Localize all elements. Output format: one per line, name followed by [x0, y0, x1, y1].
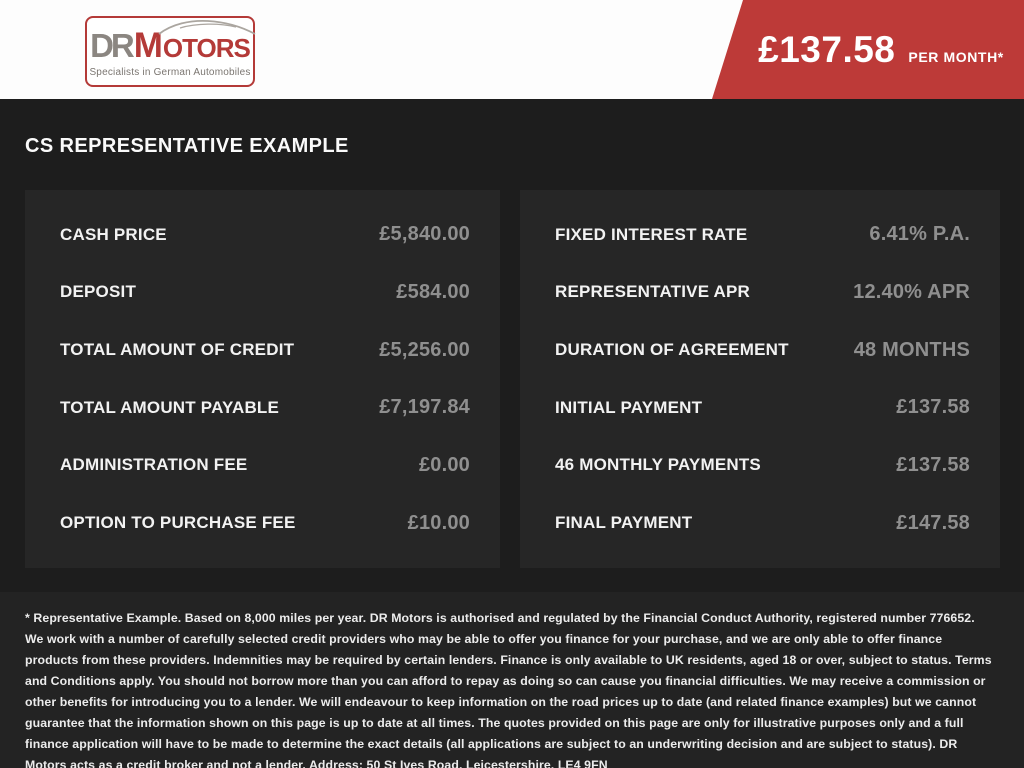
footer-section: * Representative Example. Based on 8,000… [0, 592, 1024, 768]
finance-value: £5,840.00 [379, 223, 470, 246]
logo-tagline: Specialists in German Automobiles [89, 67, 251, 78]
finance-value: £137.58 [896, 453, 970, 476]
monthly-price-amount: £137.58 [758, 28, 896, 70]
monthly-price-period: PER MONTH* [908, 48, 1004, 65]
logo-text-otors: OTORS [162, 33, 251, 63]
finance-row: FINAL PAYMENT £147.58 [555, 512, 970, 535]
finance-label: DEPOSIT [60, 282, 137, 302]
finance-value: £5,256.00 [379, 338, 470, 361]
finance-value: £10.00 [407, 511, 470, 534]
finance-label: FIXED INTEREST RATE [555, 224, 748, 244]
finance-row: OPTION TO PURCHASE FEE £10.00 [60, 512, 470, 535]
finance-value: £584.00 [396, 280, 470, 303]
finance-row: FIXED INTEREST RATE 6.41% P.A. [555, 223, 970, 246]
finance-value: £7,197.84 [379, 396, 470, 419]
price-banner-content: £137.58 PER MONTH* [732, 29, 1004, 71]
price-banner: £137.58 PER MONTH* [712, 0, 1024, 99]
finance-panel-left: CASH PRICE £5,840.00 DEPOSIT £584.00 TOT… [25, 190, 500, 568]
disclaimer-text: * Representative Example. Based on 8,000… [25, 611, 992, 768]
finance-row: CASH PRICE £5,840.00 [60, 223, 470, 246]
finance-label: TOTAL AMOUNT OF CREDIT [60, 340, 295, 360]
finance-value: 12.40% APR [853, 280, 970, 303]
finance-row: INITIAL PAYMENT £137.58 [555, 396, 970, 419]
logo-wordmark: DR M OTORS [90, 19, 256, 65]
finance-row: TOTAL AMOUNT OF CREDIT £5,256.00 [60, 339, 470, 362]
finance-label: REPRESENTATIVE APR [555, 282, 751, 302]
finance-value: £0.00 [418, 453, 470, 476]
finance-row: ADMINISTRATION FEE £0.00 [60, 454, 470, 477]
finance-panel-right: FIXED INTEREST RATE 6.41% P.A. REPRESENT… [520, 190, 1000, 568]
finance-row: REPRESENTATIVE APR 12.40% APR [555, 281, 970, 304]
finance-label: 46 MONTHLY PAYMENTS [555, 455, 761, 475]
finance-row: DEPOSIT £584.00 [60, 281, 470, 304]
finance-label: OPTION TO PURCHASE FEE [60, 513, 296, 533]
dealer-logo: DR M OTORS Specialists in German Automob… [85, 16, 256, 87]
finance-value: £137.58 [896, 396, 970, 419]
finance-value: 6.41% P.A. [869, 223, 970, 246]
car-silhouette-icon [158, 19, 256, 35]
finance-label: ADMINISTRATION FEE [60, 455, 248, 475]
finance-row: 46 MONTHLY PAYMENTS £137.58 [555, 454, 970, 477]
finance-value: 48 MONTHS [853, 338, 970, 361]
finance-label: TOTAL AMOUNT PAYABLE [60, 397, 280, 417]
logo-text-dr: DR [90, 27, 135, 64]
header-bar: DR M OTORS Specialists in German Automob… [0, 0, 1024, 99]
finance-row: DURATION OF AGREEMENT 48 MONTHS [555, 339, 970, 362]
finance-label: FINAL PAYMENT [555, 513, 693, 533]
finance-label: DURATION OF AGREEMENT [555, 340, 789, 360]
finance-label: INITIAL PAYMENT [555, 397, 703, 417]
finance-label: CASH PRICE [60, 224, 167, 244]
logo-text-m: M [133, 26, 163, 65]
finance-row: TOTAL AMOUNT PAYABLE £7,197.84 [60, 396, 470, 419]
finance-value: £147.58 [896, 511, 970, 534]
page-title: CS REPRESENTATIVE EXAMPLE [25, 135, 349, 157]
